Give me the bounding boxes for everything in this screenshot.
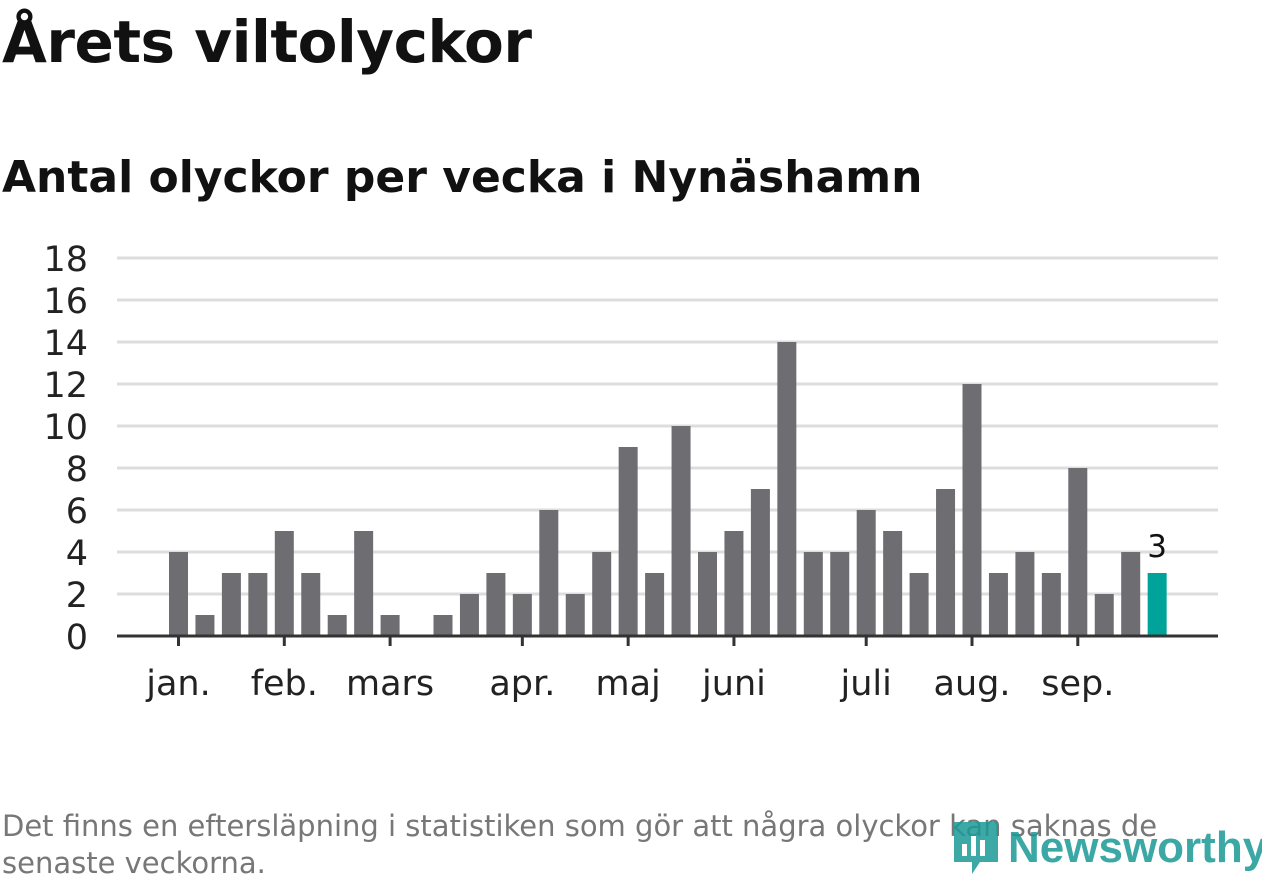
bar [248,573,268,636]
bar [221,573,241,636]
bar [883,531,903,636]
bar [301,573,321,636]
bar [539,510,559,636]
x-tick-label: maj [596,664,661,704]
y-tick-label: 4 [66,534,88,574]
bar [803,552,823,636]
x-tick-label: mars [346,664,434,704]
bar [1068,468,1088,636]
y-tick-label: 6 [66,492,88,532]
bar [750,489,770,636]
bar [354,531,374,636]
bar [830,552,850,636]
y-tick-label: 12 [43,366,88,406]
y-tick-label: 0 [66,618,88,658]
y-tick-label: 10 [43,408,88,448]
bar [671,426,691,636]
bar [645,573,665,636]
y-tick-label: 8 [66,450,88,490]
bar [380,615,400,636]
x-tick-label: jan. [145,664,210,704]
y-tick-label: 2 [66,576,88,616]
x-tick-label: apr. [489,664,555,704]
bar [565,594,585,636]
bar [962,384,982,636]
bar [274,531,294,636]
bar [618,447,638,636]
x-tick-label: juli [840,664,892,704]
bar [486,573,506,636]
bar [988,573,1008,636]
bar [512,594,532,636]
bar [909,573,929,636]
newsworthy-logo: Newsworthy [950,818,1262,878]
x-tick-label: feb. [251,664,318,704]
bar [195,615,215,636]
bar [698,552,717,636]
chart-title: Årets viltolyckor [2,8,532,76]
bar [777,342,797,636]
bar [1015,552,1035,636]
bar [327,615,347,636]
chart-subtitle: Antal olyckor per vecka i Nynäshamn [2,152,923,203]
bar [1094,594,1114,636]
y-tick-label: 18 [43,240,88,280]
x-tick-label: juni [701,664,766,704]
bar [592,552,612,636]
x-tick-label: aug. [934,664,1011,704]
bar [856,510,876,636]
bar [459,594,479,636]
y-tick-label: 14 [43,324,88,364]
bar [169,552,188,636]
x-tick-label: sep. [1041,664,1114,704]
bar [724,531,744,636]
bar-highlight [1147,573,1167,636]
bar [936,489,956,636]
bar [1121,552,1141,636]
logo-text: Newsworthy [1008,823,1262,872]
data-label: 3 [1147,529,1167,565]
newsworthy-logo-icon [954,822,998,874]
bar [1041,573,1061,636]
bar [433,615,453,636]
y-tick-label: 16 [43,282,88,322]
